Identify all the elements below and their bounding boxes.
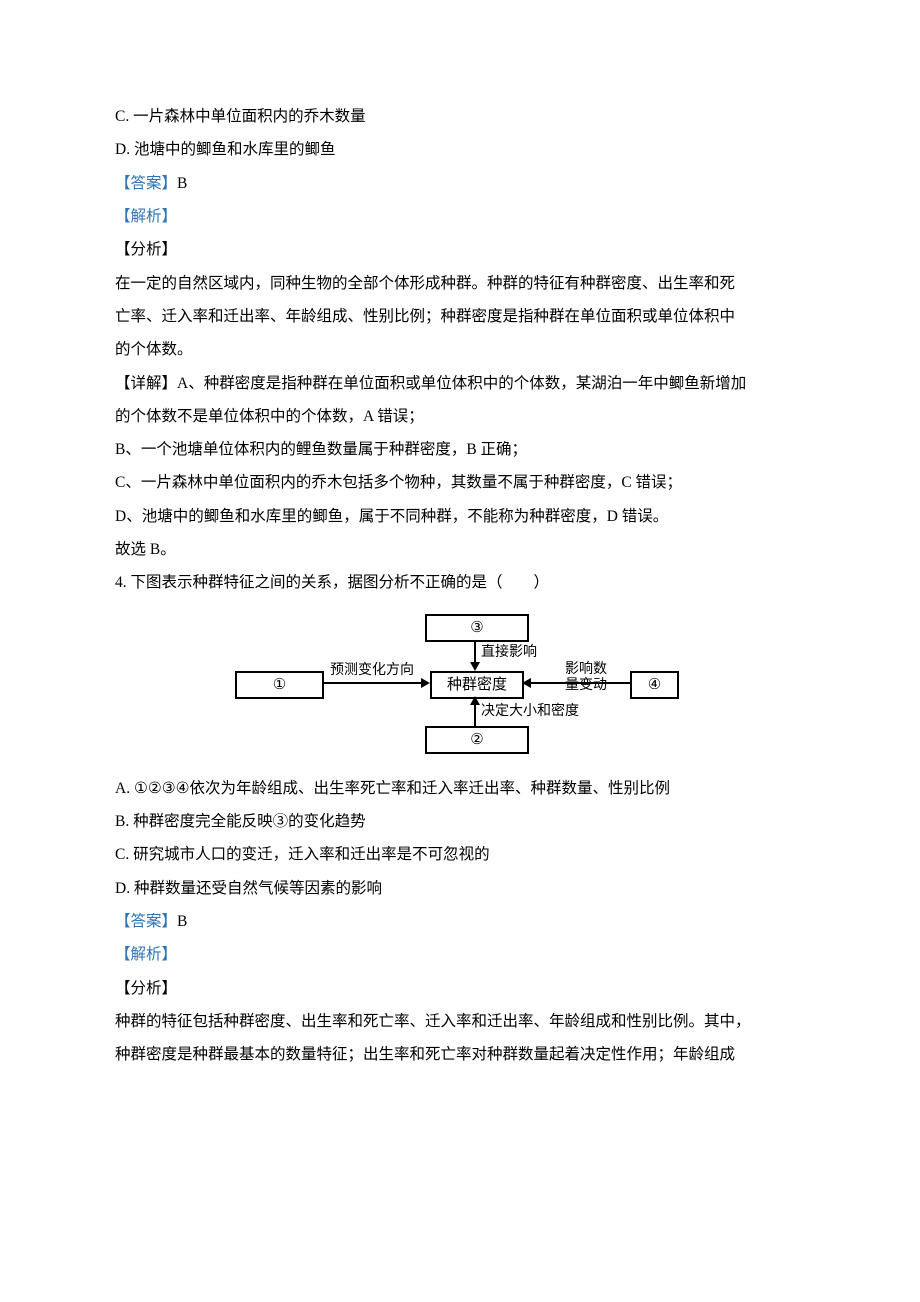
box-4: ④ [630,671,679,699]
relationship-diagram: ③ ② 种群密度 ① ④ 预测变化方向 影响数量变动 直接影响 决定大小和密度 [235,614,675,754]
detail-d: D、池塘中的鲫鱼和水库里的鲫鱼，属于不同种群，不能称为种群密度，D 错误。 [115,500,805,533]
choose-q3: 故选 B。 [115,533,805,566]
fenxi-q3-p3: 的个体数。 [115,333,805,366]
detail-a-1: 【详解】A、种群密度是指种群在单位面积或单位体积中的个体数，某湖泊一年中鲫鱼新增… [115,367,805,400]
label-right-2: 量变动 [565,678,607,693]
fenxi-q4-p1: 种群的特征包括种群密度、出生率和死亡率、迁入率和迁出率、年龄组成和性别比例。其中… [115,1005,805,1038]
label-left: 预测变化方向 [330,663,414,679]
box-1: ① [235,671,324,699]
box-2: ② [425,726,529,754]
q4-a: A. ①②③④依次为年龄组成、出生率死亡率和迁入率迁出率、种群数量、性别比例 [115,772,805,805]
label-right-1: 影响数 [565,662,607,677]
q4-c: C. 研究城市人口的变迁，迁入率和迁出率是不可忽视的 [115,838,805,871]
box-3: ③ [425,614,529,642]
fenxi-q3-p1: 在一定的自然区域内，同种生物的全部个体形成种群。种群的特征有种群密度、出生率和死 [115,267,805,300]
fenxi-q4-p2: 种群密度是种群最基本的数量特征；出生率和死亡率对种群数量起着决定性作用；年龄组成 [115,1038,805,1071]
answer-value: B [177,175,187,192]
arrow-left [322,682,421,684]
arrow-bottom [474,704,476,726]
label-top: 直接影响 [481,645,537,661]
label-bottom: 决定大小和密度 [481,704,579,720]
box-3-label: ③ [470,612,483,644]
arrow-left-head [421,678,430,688]
detail-a-2: 的个体数不是单位体积中的个体数，A 错误； [115,400,805,433]
jiexi-q3: 【解析】 [115,200,805,233]
answer-q4: 【答案】B [115,905,805,938]
box-center: 种群密度 [430,671,524,699]
q4-stem: 4. 下图表示种群特征之间的关系，据图分析不正确的是（ ） [115,566,805,599]
detail-c: C、一片森林中单位面积内的乔木包括多个物种，其数量不属于种群密度，C 错误； [115,466,805,499]
answer-label-q4: 【答案】 [115,913,177,930]
fenxi-q4: 【分析】 [115,972,805,1005]
box-4-label: ④ [648,669,661,701]
q4-b: B. 种群密度完全能反映③的变化趋势 [115,805,805,838]
arrow-right-head [522,678,531,688]
fenxi-q3: 【分析】 [115,233,805,266]
label-right: 影响数量变动 [565,662,607,694]
answer-q3: 【答案】B [115,167,805,200]
opt-d: D. 池塘中的鲫鱼和水库里的鲫鱼 [115,133,805,166]
q4-d: D. 种群数量还受自然气候等因素的影响 [115,872,805,905]
answer-value-q4: B [177,913,187,930]
arrow-top [474,640,476,663]
arrow-top-head [470,662,480,671]
answer-label: 【答案】 [115,175,177,192]
opt-c: C. 一片森林中单位面积内的乔木数量 [115,100,805,133]
arrow-bottom-head [470,696,480,705]
jiexi-q4: 【解析】 [115,938,805,971]
detail-b: B、一个池塘单位体积内的鲤鱼数量属于种群密度，B 正确； [115,433,805,466]
fenxi-q3-p2: 亡率、迁入率和迁出率、年龄组成、性别比例；种群密度是指种群在单位面积或单位体积中 [115,300,805,333]
box-1-label: ① [273,669,286,701]
box-2-label: ② [470,724,483,756]
